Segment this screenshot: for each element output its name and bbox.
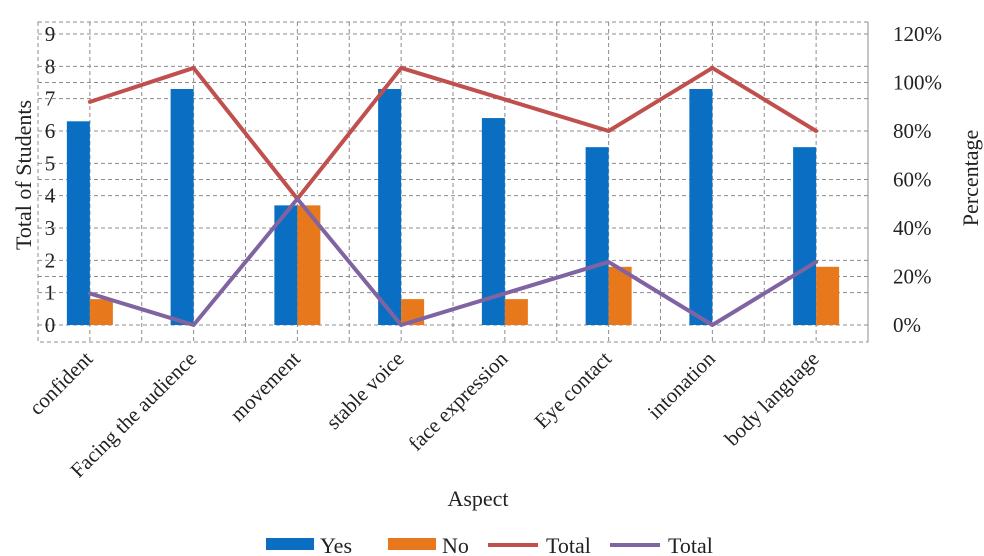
line-series-1 xyxy=(87,65,819,201)
legend-label: No xyxy=(442,533,469,556)
x-axis-title: Aspect xyxy=(447,486,508,511)
right-axis-ticks: 0% 20% 40% 60% 80% 100% 120% xyxy=(893,22,942,337)
left-tick-label: 7 xyxy=(45,87,56,111)
left-axis-ticks: 0 1 2 3 4 5 6 7 8 9 xyxy=(45,22,56,337)
right-tick-label: 20% xyxy=(893,265,932,289)
bar-no-0 xyxy=(89,299,113,325)
legend: Yes No Total Total xyxy=(266,533,713,556)
bar-yes-1 xyxy=(170,88,194,325)
series-lines xyxy=(87,65,819,327)
line-series-2 xyxy=(87,196,819,327)
left-tick-label: 2 xyxy=(45,248,56,272)
bar-yes-4 xyxy=(481,118,505,325)
left-tick-label: 8 xyxy=(45,54,56,78)
bar-yes-7 xyxy=(793,147,817,325)
bars xyxy=(66,88,840,325)
legend-label: Total xyxy=(668,533,713,556)
legend-label: Yes xyxy=(320,533,352,556)
right-tick-label: 40% xyxy=(893,216,932,240)
right-axis-title: Percentage xyxy=(958,130,983,227)
bar-yes-0 xyxy=(66,121,90,325)
right-tick-label: 0% xyxy=(893,313,921,337)
left-tick-label: 3 xyxy=(45,216,56,240)
left-tick-label: 0 xyxy=(45,313,56,337)
left-tick-label: 5 xyxy=(45,151,56,175)
bar-yes-6 xyxy=(689,88,713,325)
bar-no-2 xyxy=(297,205,321,325)
left-tick-label: 9 xyxy=(45,22,56,46)
bar-yes-2 xyxy=(274,205,298,325)
bar-no-7 xyxy=(816,266,840,325)
right-tick-label: 120% xyxy=(893,22,942,46)
right-tick-label: 80% xyxy=(893,119,932,143)
left-tick-label: 6 xyxy=(45,119,56,143)
left-axis-title: Total of Students xyxy=(11,100,36,250)
left-tick-label: 1 xyxy=(45,281,56,305)
bar-yes-5 xyxy=(585,147,609,325)
bar-no-5 xyxy=(608,266,632,325)
legend-label: Total xyxy=(546,533,591,556)
bar-no-4 xyxy=(504,299,528,325)
legend-swatch-no xyxy=(388,538,436,550)
right-tick-label: 100% xyxy=(893,71,942,95)
legend-swatch-yes xyxy=(266,538,314,550)
right-tick-label: 60% xyxy=(893,168,932,192)
left-tick-label: 4 xyxy=(45,184,56,208)
bar-yes-3 xyxy=(378,88,402,325)
